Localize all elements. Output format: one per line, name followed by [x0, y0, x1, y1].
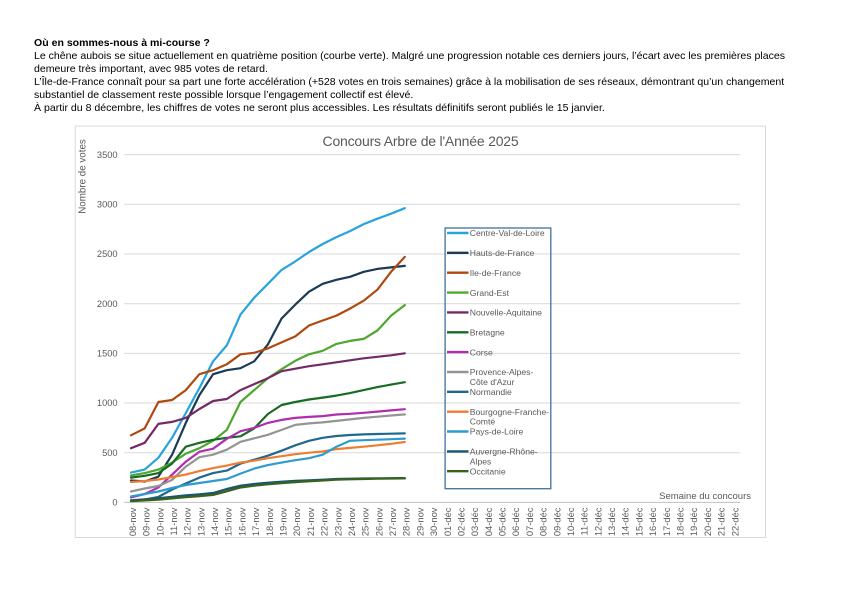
svg-text:04-déc: 04-déc	[483, 507, 494, 536]
svg-text:15-déc: 15-déc	[633, 507, 644, 536]
svg-text:500: 500	[102, 448, 118, 458]
svg-text:23-nov: 23-nov	[332, 507, 343, 536]
svg-text:07-déc: 07-déc	[524, 507, 535, 536]
svg-text:12-nov: 12-nov	[182, 507, 193, 536]
svg-text:Grand-Est: Grand-Est	[470, 288, 510, 298]
svg-text:19-nov: 19-nov	[278, 507, 289, 536]
svg-text:21-déc: 21-déc	[716, 507, 727, 536]
svg-text:Provence-Alpes-: Provence-Alpes-	[470, 367, 534, 377]
svg-text:1000: 1000	[97, 398, 118, 408]
svg-text:01-déc: 01-déc	[442, 507, 453, 536]
svg-text:15-nov: 15-nov	[223, 507, 234, 536]
svg-text:13-nov: 13-nov	[195, 507, 206, 536]
svg-text:Normandie: Normandie	[470, 387, 512, 397]
svg-text:11-déc: 11-déc	[579, 507, 590, 535]
svg-text:26-nov: 26-nov	[373, 507, 384, 536]
svg-text:24-nov: 24-nov	[346, 507, 357, 536]
svg-text:27-nov: 27-nov	[387, 507, 398, 536]
svg-text:17-déc: 17-déc	[661, 507, 672, 536]
svg-text:10-déc: 10-déc	[565, 507, 576, 536]
svg-text:14-déc: 14-déc	[620, 507, 631, 536]
svg-text:3000: 3000	[97, 200, 118, 210]
svg-text:28-nov: 28-nov	[401, 507, 412, 536]
svg-text:08-nov: 08-nov	[127, 507, 138, 536]
svg-text:Comté: Comté	[470, 417, 496, 427]
svg-text:Alpes: Alpes	[470, 456, 492, 466]
svg-text:Auvergne-Rhône-: Auvergne-Rhône-	[470, 447, 538, 457]
svg-text:10-nov: 10-nov	[154, 507, 165, 536]
svg-text:Hauts-de-France: Hauts-de-France	[470, 248, 535, 258]
svg-text:25-nov: 25-nov	[360, 507, 371, 536]
svg-text:05-déc: 05-déc	[497, 507, 508, 536]
svg-text:16-nov: 16-nov	[236, 507, 247, 536]
svg-text:0: 0	[112, 498, 117, 508]
svg-text:08-déc: 08-déc	[538, 507, 549, 536]
svg-text:2500: 2500	[97, 249, 118, 259]
svg-text:17-nov: 17-nov	[250, 507, 261, 536]
svg-text:09-nov: 09-nov	[141, 507, 152, 536]
svg-text:Bourgogne-Franche-: Bourgogne-Franche-	[470, 407, 549, 417]
svg-text:29-nov: 29-nov	[414, 507, 425, 536]
svg-text:20-nov: 20-nov	[291, 507, 302, 536]
svg-text:06-déc: 06-déc	[510, 507, 521, 536]
svg-text:Pays-de-Loire: Pays-de-Loire	[470, 427, 524, 437]
svg-text:Centre-Val-de-Loire: Centre-Val-de-Loire	[470, 228, 545, 238]
svg-text:11-nov: 11-nov	[168, 507, 179, 535]
svg-text:13-déc: 13-déc	[606, 507, 617, 536]
svg-text:02-déc: 02-déc	[456, 507, 467, 536]
svg-text:20-déc: 20-déc	[702, 507, 713, 536]
svg-text:09-déc: 09-déc	[551, 507, 562, 536]
svg-text:Occitanie: Occitanie	[470, 466, 506, 476]
svg-text:Corse: Corse	[470, 347, 493, 357]
svg-text:Ile-de-France: Ile-de-France	[470, 268, 521, 278]
svg-text:2000: 2000	[97, 299, 118, 309]
svg-text:14-nov: 14-nov	[209, 507, 220, 536]
svg-text:Nombre de votes: Nombre de votes	[78, 139, 89, 214]
svg-text:Semaine du concours: Semaine du concours	[659, 491, 751, 502]
svg-text:Bretagne: Bretagne	[470, 328, 505, 338]
svg-text:18-nov: 18-nov	[264, 507, 275, 536]
svg-text:Concours Arbre de l'Année 2025: Concours Arbre de l'Année 2025	[323, 133, 519, 149]
svg-text:Côte d'Azur: Côte d'Azur	[470, 377, 515, 387]
svg-text:12-déc: 12-déc	[592, 507, 603, 536]
svg-text:3500: 3500	[97, 150, 118, 160]
svg-text:18-déc: 18-déc	[675, 507, 686, 536]
svg-text:19-déc: 19-déc	[688, 507, 699, 536]
svg-text:21-nov: 21-nov	[305, 507, 316, 536]
svg-text:22-déc: 22-déc	[729, 507, 740, 536]
svg-text:Nouvelle-Aquitaine: Nouvelle-Aquitaine	[470, 308, 542, 318]
svg-text:16-déc: 16-déc	[647, 507, 658, 536]
svg-text:22-nov: 22-nov	[319, 507, 330, 536]
svg-text:1500: 1500	[97, 349, 118, 359]
svg-text:30-nov: 30-nov	[428, 507, 439, 536]
svg-text:03-déc: 03-déc	[469, 507, 480, 536]
